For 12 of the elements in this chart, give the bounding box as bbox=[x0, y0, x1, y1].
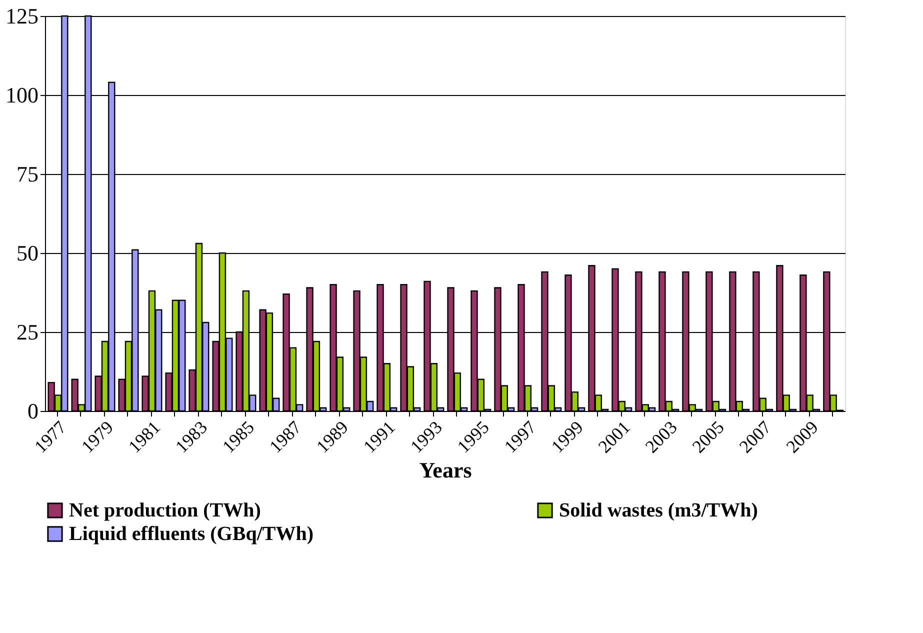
y-tick-label: 0 bbox=[28, 398, 38, 424]
x-tick-label: 1981 bbox=[124, 417, 164, 457]
legend-label: Liquid effluents (GBq/TWh) bbox=[69, 523, 314, 545]
legend-label: Solid wastes (m3/TWh) bbox=[559, 499, 758, 522]
y-tick-label: 125 bbox=[6, 4, 38, 28]
x-axis-title: Years bbox=[419, 458, 472, 483]
x-tick-label: 1991 bbox=[359, 417, 399, 457]
y-tick-label: 75 bbox=[16, 162, 38, 186]
y-tick-label: 25 bbox=[16, 320, 38, 344]
y-tick-label: 100 bbox=[6, 82, 38, 108]
legend-label: Net production (TWh) bbox=[69, 499, 261, 522]
y-tick-label: 50 bbox=[16, 240, 38, 266]
